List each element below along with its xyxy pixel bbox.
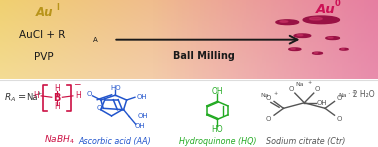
- Text: Ascorbic acid (AA): Ascorbic acid (AA): [79, 137, 152, 146]
- Text: OH: OH: [138, 113, 148, 119]
- Text: OH: OH: [212, 87, 223, 96]
- Text: +: +: [352, 90, 355, 95]
- Circle shape: [289, 48, 301, 50]
- Text: O: O: [97, 105, 102, 111]
- Text: H: H: [54, 102, 60, 111]
- Circle shape: [280, 21, 288, 22]
- Text: O: O: [315, 86, 320, 92]
- Text: I: I: [56, 3, 59, 12]
- Text: Ball Milling: Ball Milling: [173, 51, 235, 61]
- Text: B: B: [53, 93, 61, 103]
- Text: Na: Na: [339, 93, 347, 98]
- Text: =: =: [18, 92, 26, 102]
- Circle shape: [310, 17, 322, 20]
- Circle shape: [340, 48, 348, 50]
- Text: H: H: [54, 85, 60, 93]
- Circle shape: [326, 37, 339, 40]
- Text: +: +: [308, 80, 312, 85]
- Text: Sodium citrate (Ctr): Sodium citrate (Ctr): [266, 137, 346, 146]
- Circle shape: [297, 35, 303, 36]
- Text: HO: HO: [212, 125, 223, 134]
- Circle shape: [294, 34, 311, 37]
- Text: O: O: [266, 95, 271, 101]
- Text: O: O: [266, 116, 271, 122]
- Text: OH: OH: [136, 93, 147, 100]
- Text: NaBH$_4$: NaBH$_4$: [43, 134, 74, 146]
- Text: Au: Au: [316, 3, 335, 16]
- Text: O: O: [336, 116, 342, 122]
- Text: Na: Na: [295, 82, 304, 87]
- Text: Na: Na: [260, 93, 269, 98]
- Circle shape: [313, 52, 322, 54]
- Text: Na: Na: [26, 93, 37, 102]
- Text: −: −: [73, 79, 80, 88]
- Text: AuCl + R: AuCl + R: [19, 30, 65, 40]
- Circle shape: [303, 16, 339, 24]
- Circle shape: [291, 48, 295, 49]
- Circle shape: [328, 37, 333, 38]
- Text: +: +: [37, 91, 42, 96]
- Text: H: H: [75, 91, 81, 100]
- Text: Hydroquinone (HQ): Hydroquinone (HQ): [178, 137, 256, 146]
- Text: 0: 0: [335, 0, 340, 9]
- Circle shape: [276, 20, 299, 25]
- Text: +: +: [273, 91, 277, 96]
- Text: · 2 H₂O: · 2 H₂O: [348, 90, 374, 99]
- Text: HO: HO: [110, 85, 121, 91]
- Text: OH: OH: [317, 100, 328, 106]
- Text: H: H: [33, 91, 39, 100]
- Text: O: O: [336, 95, 342, 101]
- Text: $R_A$: $R_A$: [4, 91, 16, 103]
- Text: PVP: PVP: [34, 52, 54, 62]
- Text: OH: OH: [134, 123, 145, 129]
- Text: Au: Au: [36, 6, 53, 19]
- Text: A: A: [93, 37, 98, 44]
- Text: O: O: [288, 86, 294, 92]
- Circle shape: [314, 52, 318, 53]
- Text: O: O: [86, 91, 91, 97]
